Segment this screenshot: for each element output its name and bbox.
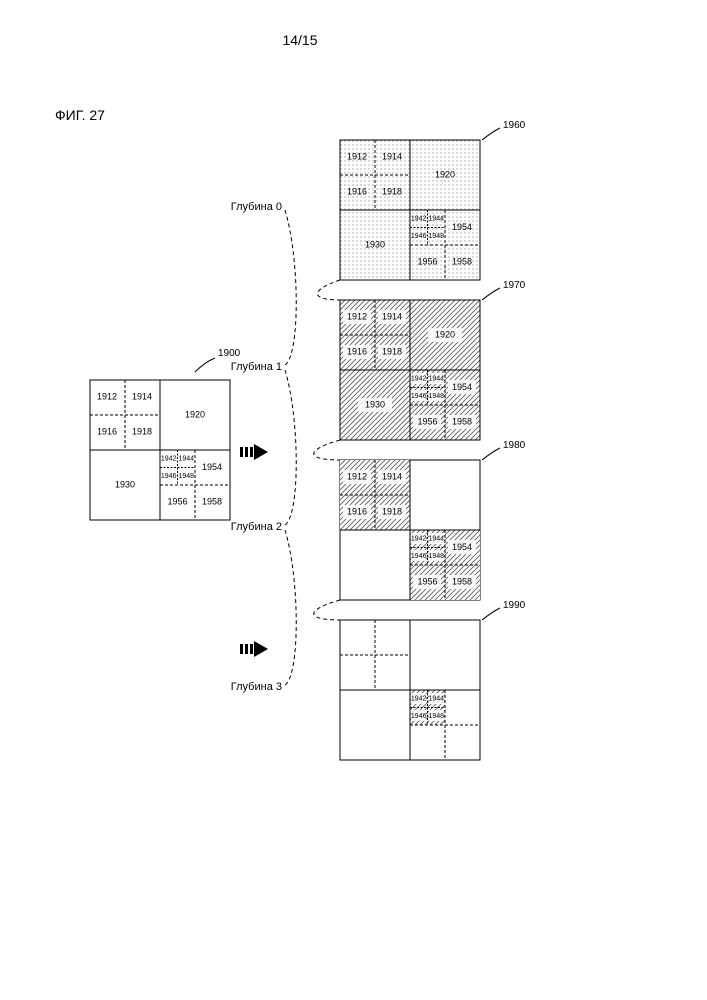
depth3-label: Глубина 3 xyxy=(231,681,282,693)
svg-text:1912: 1912 xyxy=(347,151,367,161)
svg-text:1954: 1954 xyxy=(452,222,472,232)
page-number: 14/15 xyxy=(282,32,317,48)
svg-text:1914: 1914 xyxy=(382,471,402,481)
depth1-label: Глубина 1 xyxy=(231,361,282,373)
svg-text:1912: 1912 xyxy=(347,471,367,481)
connector-2-3 xyxy=(314,600,340,620)
svg-text:1958: 1958 xyxy=(452,256,472,266)
ref-1960-leader xyxy=(482,128,500,140)
cell-1954: 1954 xyxy=(202,462,222,472)
cell-1946: 1946 xyxy=(161,473,177,480)
svg-text:1920: 1920 xyxy=(435,329,455,339)
ref-1980: 1980 xyxy=(503,440,526,451)
main-arrow xyxy=(240,444,268,460)
svg-text:1930: 1930 xyxy=(365,239,385,249)
svg-text:1942: 1942 xyxy=(411,536,427,543)
ref-1960: 1960 xyxy=(503,120,526,131)
svg-text:1944: 1944 xyxy=(429,696,445,703)
svg-text:1914: 1914 xyxy=(382,311,402,321)
depth0-label: Глубина 0 xyxy=(231,201,282,213)
svg-text:1958: 1958 xyxy=(452,576,472,586)
svg-text:1916: 1916 xyxy=(347,346,367,356)
cell-1916: 1916 xyxy=(97,426,117,436)
connector-main-top xyxy=(285,210,296,365)
svg-text:1930: 1930 xyxy=(365,399,385,409)
svg-text:1918: 1918 xyxy=(382,186,402,196)
cell-1930: 1930 xyxy=(115,479,135,489)
svg-text:1946: 1946 xyxy=(411,713,427,720)
svg-text:1912: 1912 xyxy=(347,311,367,321)
svg-text:1942: 1942 xyxy=(411,696,427,703)
ref-1900: 1900 xyxy=(218,348,241,359)
svg-text:1948: 1948 xyxy=(429,553,445,560)
depth2-label: Глубина 2 xyxy=(231,521,282,533)
cell-1948: 1948 xyxy=(179,473,195,480)
ref-1990-leader xyxy=(482,608,500,620)
cell-1920: 1920 xyxy=(185,409,205,419)
svg-text:1918: 1918 xyxy=(382,506,402,516)
svg-text:1942: 1942 xyxy=(411,216,427,223)
cell-1912: 1912 xyxy=(97,391,117,401)
svg-text:1954: 1954 xyxy=(452,542,472,552)
depth2-block: 1912 1914 1916 1918 1942 1944 1946 1948 … xyxy=(340,460,480,600)
figure-svg: 14/15 ФИГ. 27 1912 1914 1916 1918 1920 1… xyxy=(0,0,707,1000)
svg-text:1914: 1914 xyxy=(382,151,402,161)
cell-1958: 1958 xyxy=(202,496,222,506)
svg-text:1956: 1956 xyxy=(417,256,437,266)
ref-1970: 1970 xyxy=(503,280,526,291)
svg-text:1944: 1944 xyxy=(429,536,445,543)
figure-label: ФИГ. 27 xyxy=(55,107,105,123)
svg-text:1916: 1916 xyxy=(347,506,367,516)
connector-1-2 xyxy=(314,440,340,460)
ref-1990: 1990 xyxy=(503,600,526,611)
svg-text:1956: 1956 xyxy=(417,576,437,586)
svg-text:1948: 1948 xyxy=(429,393,445,400)
depth1-block: 1912 1914 1916 1918 1920 1930 1942 1944 … xyxy=(340,300,480,440)
svg-text:1946: 1946 xyxy=(411,553,427,560)
connector-0-1 xyxy=(318,280,341,300)
svg-text:1948: 1948 xyxy=(429,713,445,720)
connector-main-mid xyxy=(285,370,296,525)
svg-text:1944: 1944 xyxy=(429,376,445,383)
cell-1918: 1918 xyxy=(132,426,152,436)
depth0-block: 1912 1914 1916 1918 1920 1930 1942 1944 … xyxy=(340,140,480,280)
svg-text:1916: 1916 xyxy=(347,186,367,196)
cell-1956: 1956 xyxy=(167,496,187,506)
svg-text:1918: 1918 xyxy=(382,346,402,356)
svg-text:1958: 1958 xyxy=(452,416,472,426)
svg-text:1954: 1954 xyxy=(452,382,472,392)
svg-text:1944: 1944 xyxy=(429,216,445,223)
svg-text:1956: 1956 xyxy=(417,416,437,426)
secondary-arrow xyxy=(240,641,268,657)
cell-1944: 1944 xyxy=(179,456,195,463)
svg-text:1920: 1920 xyxy=(435,169,455,179)
cell-1942: 1942 xyxy=(161,456,177,463)
svg-text:1948: 1948 xyxy=(429,233,445,240)
cell-1914: 1914 xyxy=(132,391,152,401)
ref-1980-leader xyxy=(482,448,500,460)
svg-text:1942: 1942 xyxy=(411,376,427,383)
svg-text:1946: 1946 xyxy=(411,233,427,240)
connector-main-bot xyxy=(285,530,296,685)
source-block: 1912 1914 1916 1918 1920 1930 1942 1944 … xyxy=(90,380,230,520)
ref-1970-leader xyxy=(482,288,500,300)
svg-text:1946: 1946 xyxy=(411,393,427,400)
depth3-block: 1942 1944 1946 1948 xyxy=(340,620,480,760)
ref-1900-leader xyxy=(195,358,215,372)
